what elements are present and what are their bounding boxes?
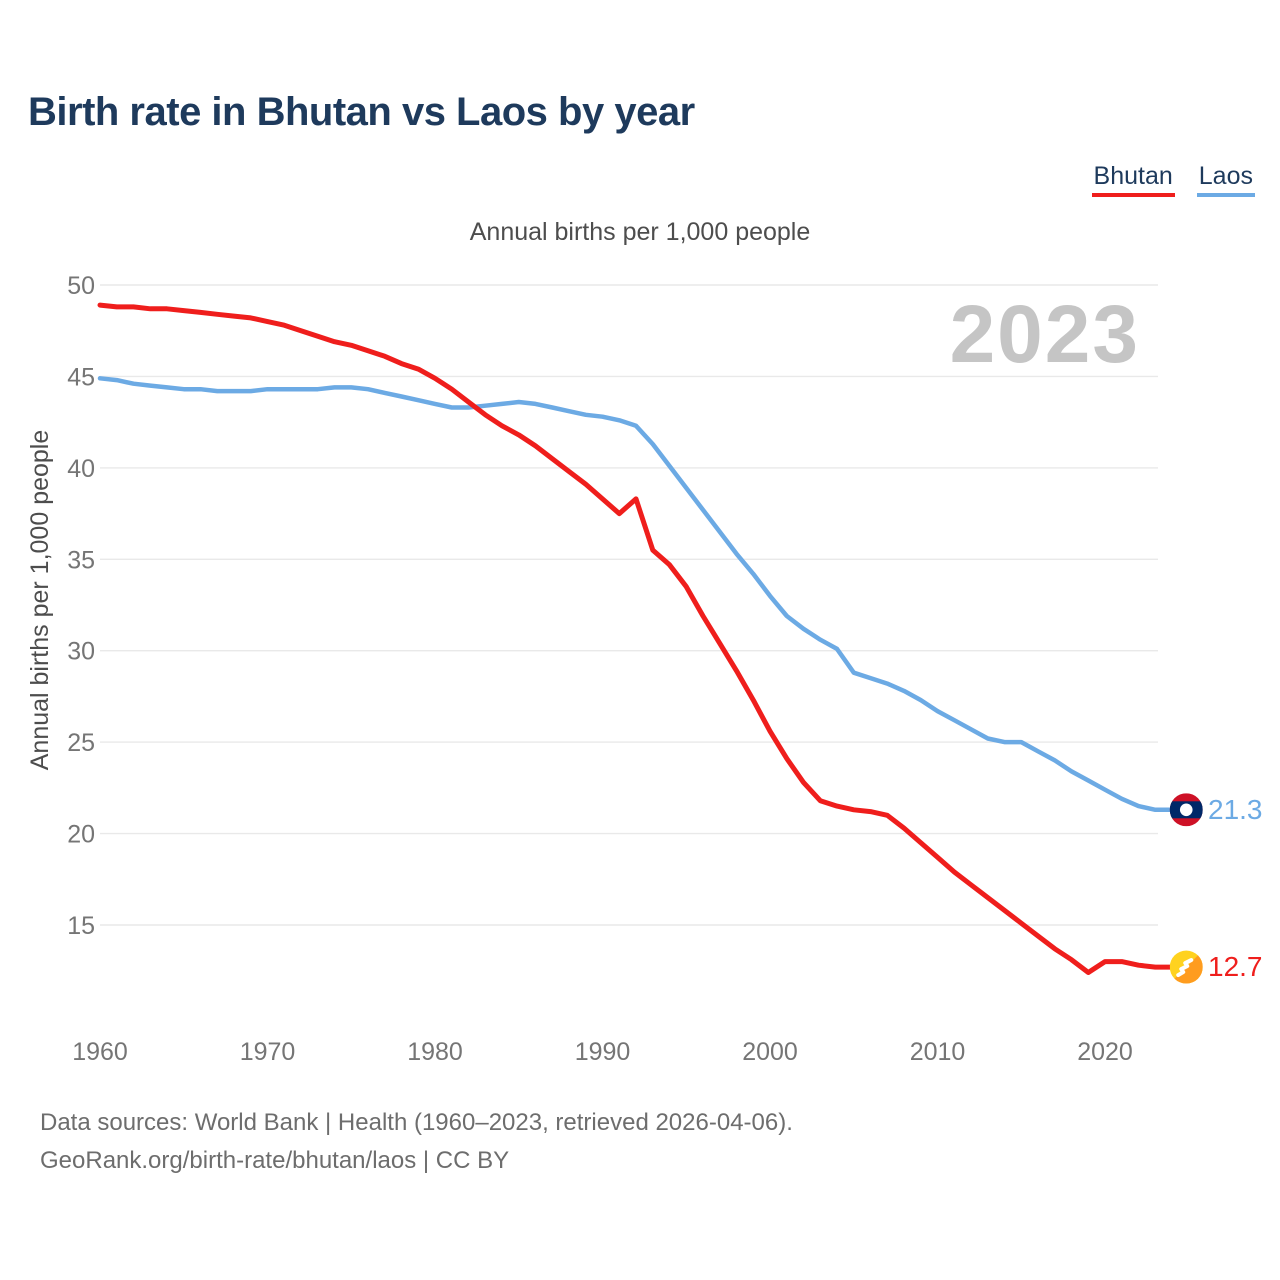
laos-line bbox=[97, 376, 1174, 813]
chart-subtitle: Annual births per 1,000 people bbox=[469, 218, 811, 246]
legend-label-laos: Laos bbox=[1198, 162, 1253, 190]
x-tick-label: 1970 bbox=[240, 1038, 296, 1066]
y-tick-label: 30 bbox=[67, 638, 95, 666]
y-tick-label: 25 bbox=[67, 729, 95, 757]
legend-label-bhutan: Bhutan bbox=[1093, 162, 1173, 190]
y-tick-label: 50 bbox=[67, 272, 95, 300]
laos-flag-icon bbox=[1169, 793, 1203, 827]
bhutan-line bbox=[97, 302, 1174, 975]
x-tick-label: 1990 bbox=[575, 1038, 631, 1066]
y-tick-label: 35 bbox=[67, 546, 95, 574]
bhutan-flag-icon bbox=[1169, 950, 1203, 984]
y-tick-label: 15 bbox=[67, 912, 95, 940]
y-tick-label: 45 bbox=[67, 363, 95, 391]
axis-tick-labels: 15 20 25 30 35 40 45 50 1960 1970 1980 1990 2000 2010… bbox=[67, 272, 1133, 1066]
bhutan-value-label: 12.7 bbox=[1208, 951, 1263, 982]
x-tick-label: 2020 bbox=[1077, 1038, 1133, 1066]
x-tick-label: 1960 bbox=[72, 1038, 128, 1066]
y-tick-label: 40 bbox=[67, 455, 95, 483]
page-title: Birth rate in Bhutan vs Laos by year bbox=[28, 90, 695, 134]
laos-value-label: 21.3 bbox=[1208, 794, 1263, 825]
legend: Bhutan Laos bbox=[1091, 162, 1255, 197]
footer-attribution: GeoRank.org/birth-rate/bhutan/laos | CC … bbox=[40, 1147, 510, 1174]
x-tick-label: 2000 bbox=[742, 1038, 798, 1066]
legend-item-laos[interactable]: Laos bbox=[1196, 162, 1255, 197]
footer-sources: Data sources: World Bank | Health (1960–… bbox=[40, 1109, 793, 1136]
gridlines bbox=[100, 284, 1158, 926]
legend-item-bhutan[interactable]: Bhutan bbox=[1091, 162, 1175, 197]
footer: Data sources: World Bank | Health (1960–… bbox=[40, 1104, 793, 1180]
year-watermark: 2023 bbox=[949, 289, 1140, 380]
y-tick-label: 20 bbox=[67, 821, 95, 849]
x-tick-label: 1980 bbox=[407, 1038, 463, 1066]
x-tick-label: 2010 bbox=[910, 1038, 966, 1066]
